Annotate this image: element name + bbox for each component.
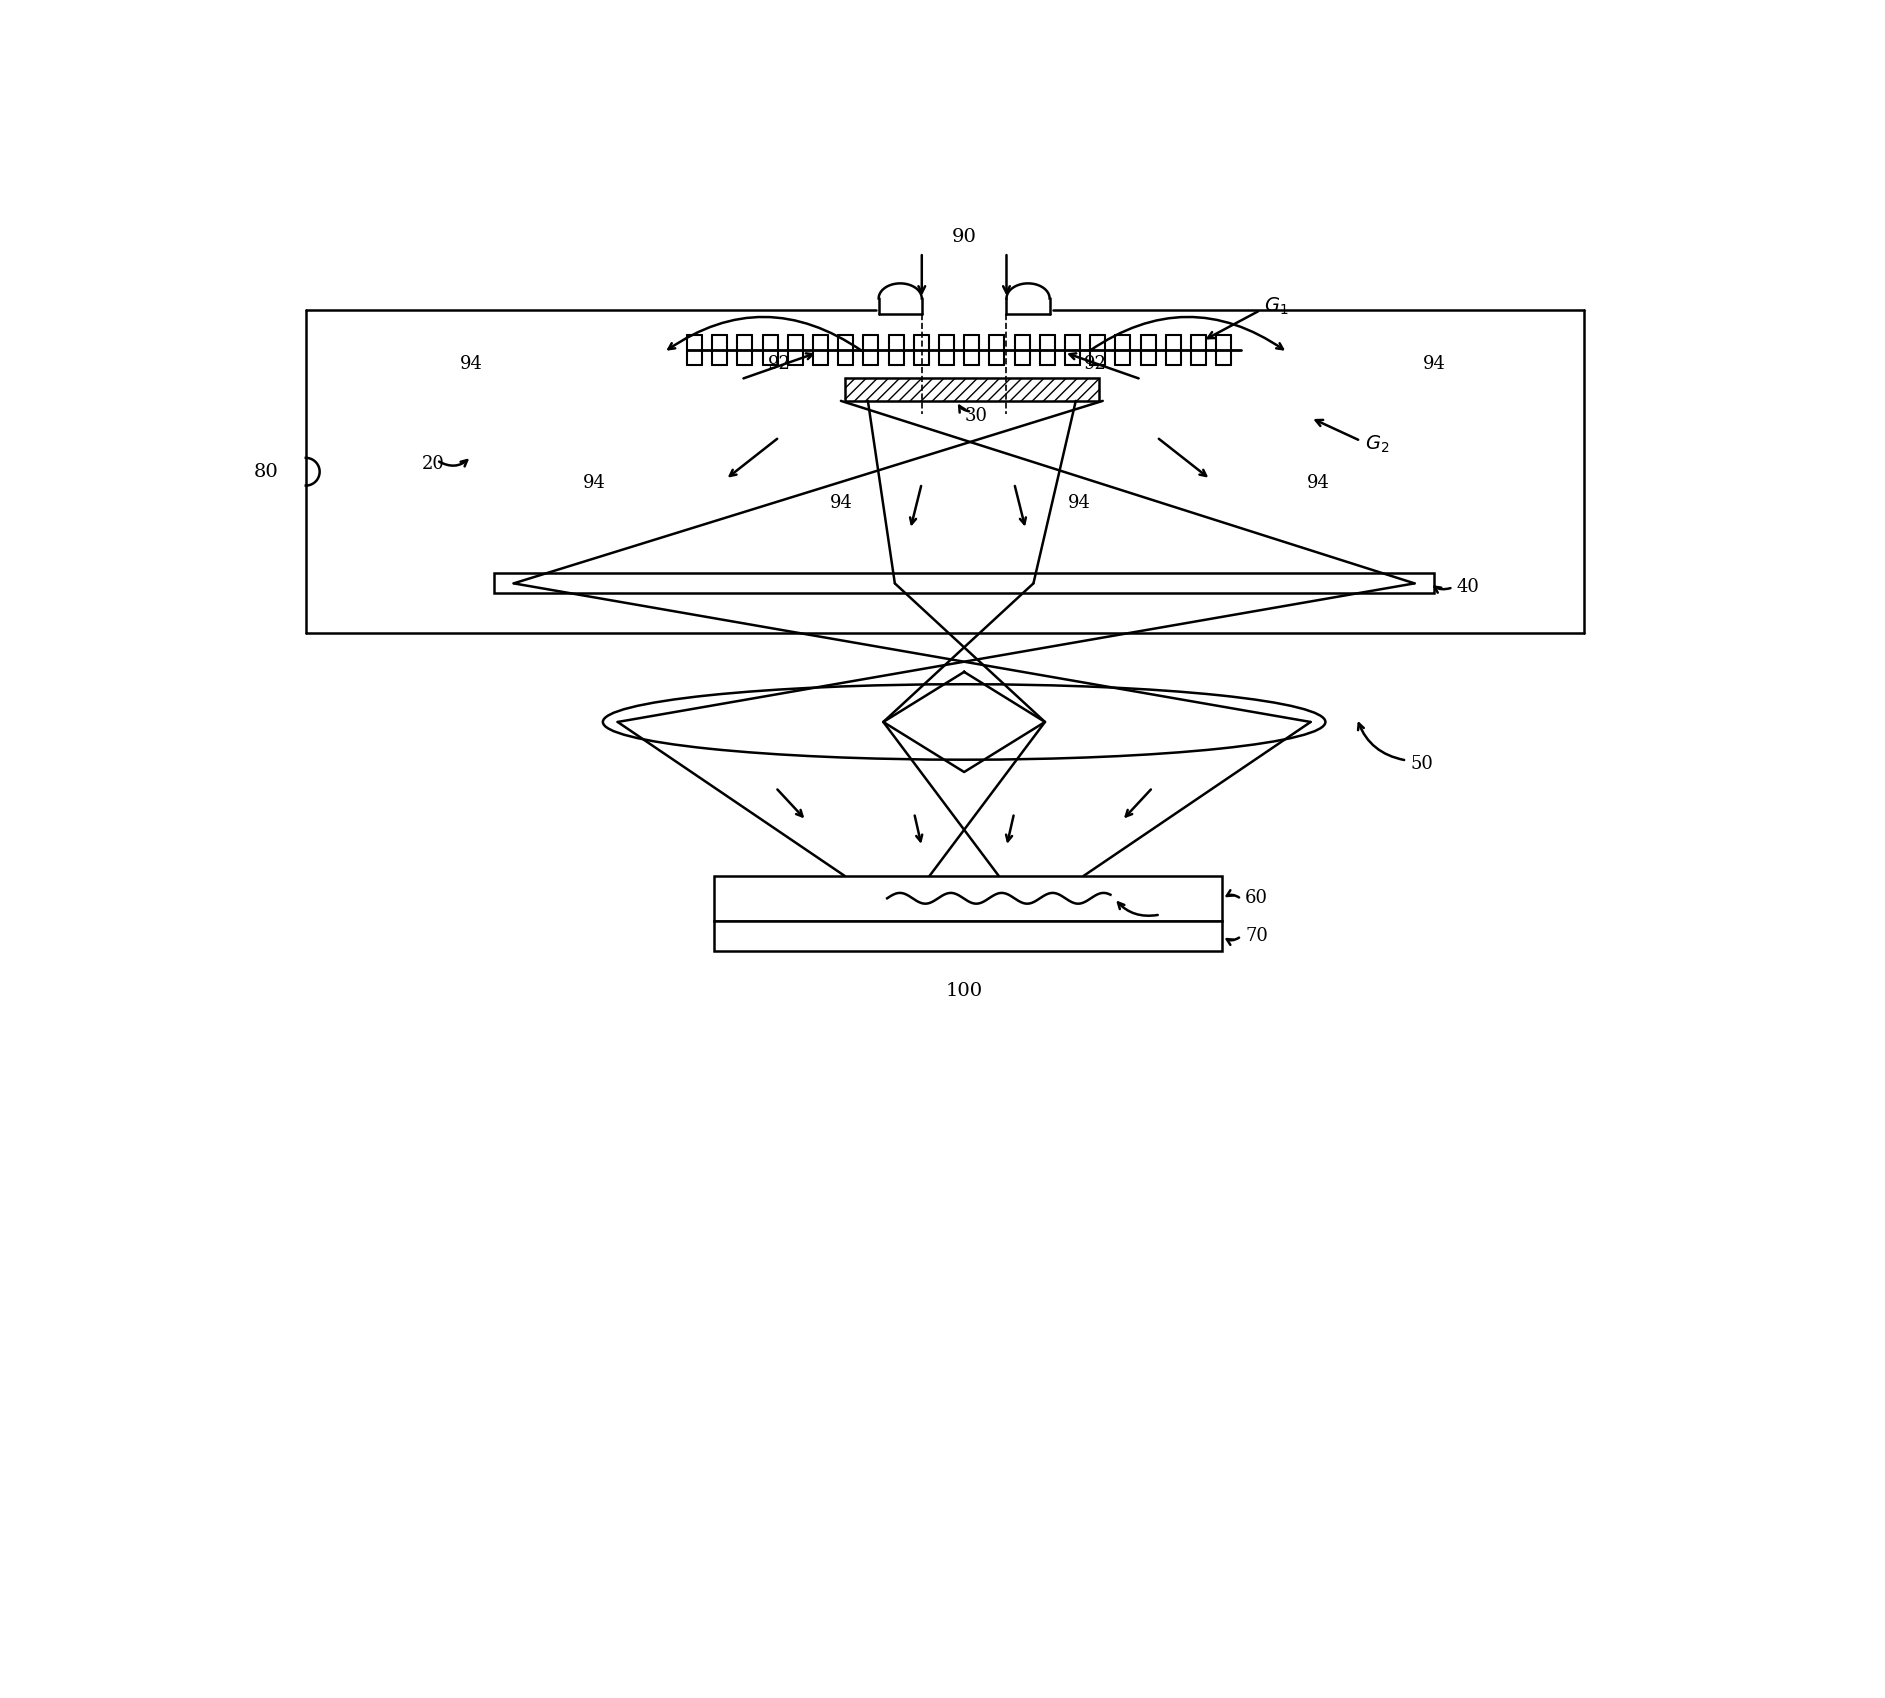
Bar — [494, 574, 1434, 593]
Text: $G_1$: $G_1$ — [1265, 295, 1289, 318]
Text: 80: 80 — [254, 464, 279, 481]
Text: 70: 70 — [1246, 927, 1269, 946]
Text: 40: 40 — [1457, 579, 1480, 596]
Text: $G_2$: $G_2$ — [1365, 435, 1389, 455]
Text: 94: 94 — [829, 494, 852, 511]
Text: 94: 94 — [1306, 474, 1329, 492]
Text: 100: 100 — [946, 983, 982, 1000]
Bar — [714, 920, 1221, 951]
Text: 92: 92 — [767, 355, 792, 374]
Text: 60: 60 — [1246, 890, 1269, 907]
Text: 20: 20 — [422, 455, 445, 474]
Text: 94: 94 — [582, 474, 605, 492]
Text: 92: 92 — [1084, 355, 1106, 374]
Text: 94: 94 — [1423, 355, 1446, 374]
Bar — [714, 876, 1221, 920]
Bar — [844, 377, 1099, 401]
Text: 94: 94 — [460, 355, 483, 374]
Text: 30: 30 — [965, 408, 988, 424]
Text: 50: 50 — [1410, 756, 1434, 773]
Text: 94: 94 — [1069, 494, 1091, 511]
Text: 90: 90 — [952, 228, 976, 246]
